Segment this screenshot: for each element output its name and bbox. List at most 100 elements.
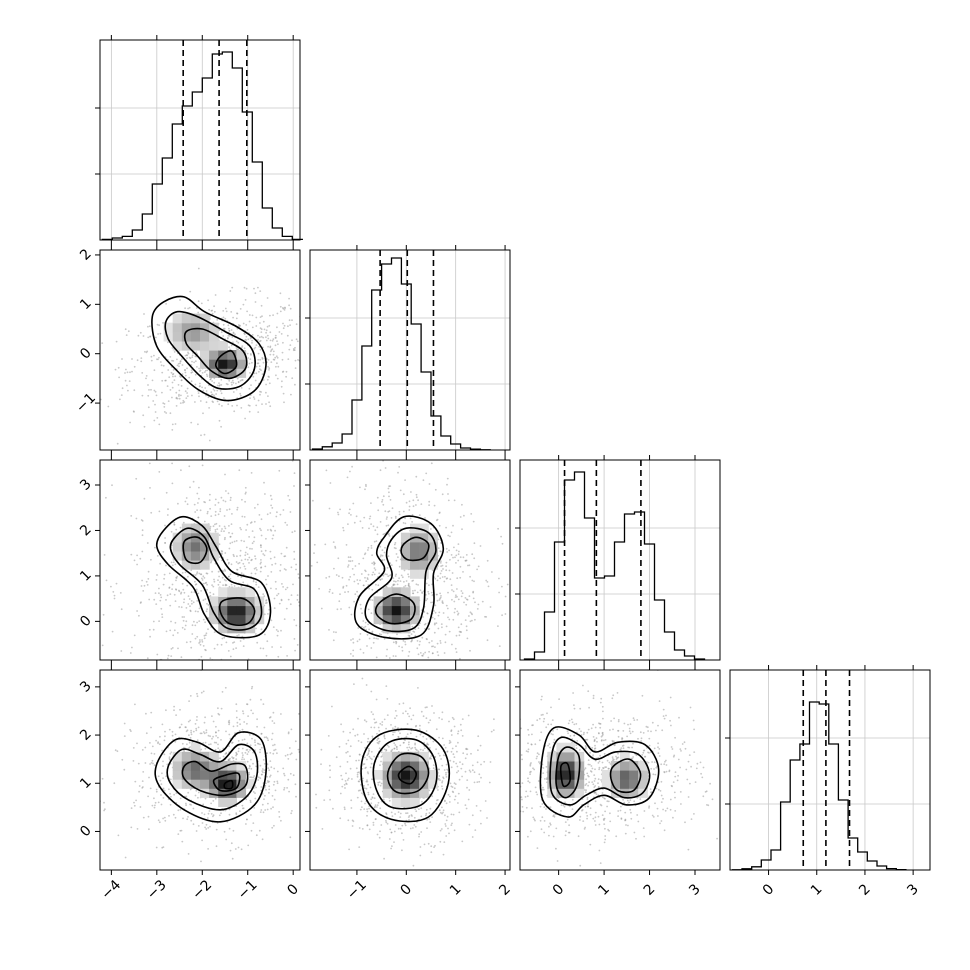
scatter-point (457, 730, 460, 733)
scatter-point (435, 802, 438, 805)
scatter-point (147, 578, 150, 580)
scatter-point (455, 762, 458, 765)
scatter-point (184, 571, 187, 574)
scatter-point (194, 511, 197, 513)
density-cell (172, 751, 183, 762)
scatter-point (365, 787, 368, 790)
scatter-point (308, 656, 310, 658)
scatter-point (241, 756, 244, 759)
scatter-point (263, 798, 265, 801)
scatter-point (186, 387, 189, 390)
scatter-point (245, 823, 247, 825)
scatter-point (408, 650, 411, 653)
scatter-point (398, 513, 401, 516)
scatter-point (225, 383, 228, 385)
scatter-point (381, 630, 384, 633)
scatter-point (636, 814, 639, 816)
scatter-point (320, 763, 322, 766)
scatter-point (461, 735, 464, 737)
scatter-point (251, 548, 253, 550)
scatter-point (179, 362, 182, 365)
scatter-point (282, 392, 285, 395)
scatter-point (660, 794, 663, 797)
scatter-point (194, 794, 197, 797)
scatter-point (184, 500, 187, 503)
scatter-point (192, 475, 194, 477)
scatter-point (273, 358, 276, 361)
scatter-point (212, 525, 215, 528)
scatter-point (232, 316, 235, 319)
scatter-point (231, 379, 234, 382)
scatter-point (399, 732, 401, 735)
scatter-point (687, 848, 690, 851)
scatter-point (312, 363, 314, 365)
scatter-point (263, 762, 266, 765)
scatter-point (227, 324, 230, 327)
scatter-point (184, 371, 187, 374)
panel-frame (99, 669, 301, 871)
scatter-point (115, 340, 118, 343)
scatter-point (406, 812, 409, 814)
scatter-point (135, 477, 138, 480)
scatter-point (298, 577, 300, 579)
scatter-point (218, 384, 221, 386)
scatter-point (342, 585, 345, 588)
scatter-point (170, 371, 173, 374)
scatter-point (449, 782, 452, 785)
density-cell (410, 596, 420, 607)
scatter-point (148, 325, 151, 328)
scatter-point (217, 570, 220, 573)
scatter-point (276, 356, 279, 359)
scatter-point (402, 742, 405, 744)
scatter-point (169, 389, 172, 391)
scatter-point (493, 718, 495, 721)
scatter-point (627, 723, 629, 726)
scatter-point (181, 582, 184, 585)
scatter-point (430, 455, 432, 457)
scatter-point (192, 730, 195, 733)
scatter-point (221, 405, 223, 407)
scatter-point (367, 623, 369, 626)
scatter-point (431, 616, 434, 619)
scatter-point (221, 550, 224, 553)
scatter-point (179, 708, 181, 711)
density-cell (391, 788, 402, 798)
density-cell (209, 340, 219, 351)
scatter-point (587, 690, 590, 693)
scatter-point (236, 508, 239, 511)
scatter-point (366, 577, 369, 579)
scatter-point (210, 309, 213, 312)
scatter-point (371, 735, 374, 738)
scatter-point (330, 796, 332, 798)
scatter-point (254, 301, 257, 303)
scatter-point (441, 600, 444, 602)
scatter-point (367, 783, 369, 786)
scatter-point (248, 410, 251, 413)
scatter-point (377, 726, 380, 729)
density-cell (400, 560, 411, 570)
scatter-point (329, 588, 331, 591)
scatter-point (214, 504, 217, 506)
scatter-point (419, 589, 422, 592)
scatter-point (291, 377, 294, 380)
scatter-point (440, 828, 443, 830)
panel-frame (99, 249, 301, 451)
scatter-point (347, 709, 349, 711)
contour-level-1 (154, 731, 268, 823)
scatter-point (224, 584, 227, 587)
scatter-point (271, 732, 274, 735)
scatter-point (282, 341, 284, 344)
scatter-point (157, 775, 160, 778)
scatter-point (421, 800, 423, 803)
scatter-point (197, 708, 199, 710)
scatter-point (328, 764, 331, 767)
scatter-point (390, 831, 393, 834)
scatter-point (417, 499, 419, 502)
scatter-point (133, 634, 136, 637)
scatter-point (154, 592, 157, 594)
scatter-point (120, 608, 123, 611)
scatter-point (260, 518, 263, 521)
scatter-point (259, 393, 261, 396)
scatter-point (107, 405, 110, 408)
scatter-point (250, 767, 253, 770)
